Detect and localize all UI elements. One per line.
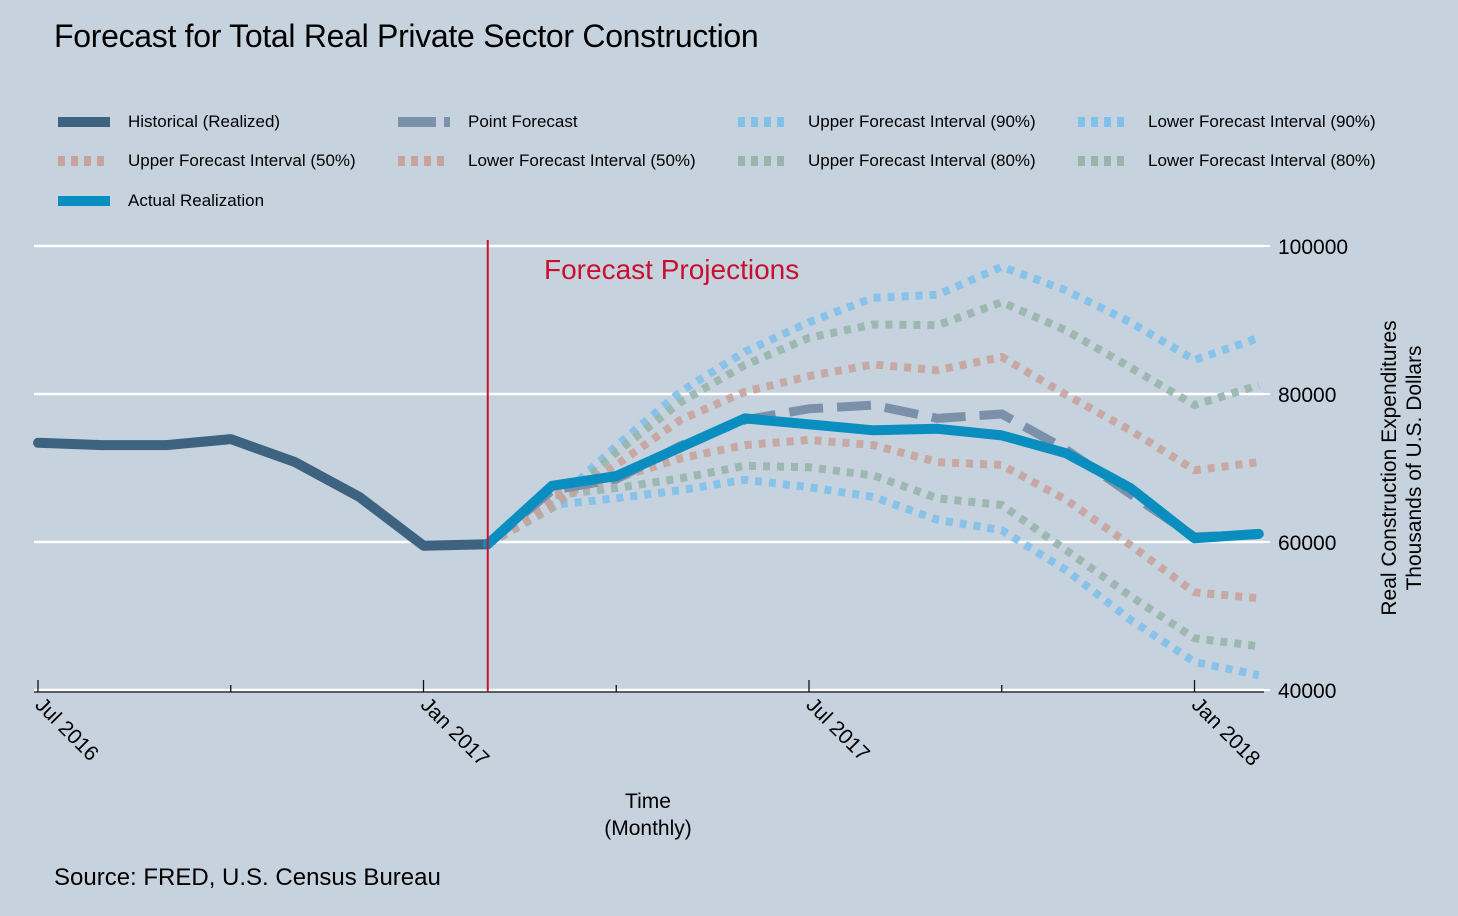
legend-item: Lower Forecast Interval (80%)	[1078, 149, 1376, 173]
legend-swatch-icon	[398, 117, 450, 127]
legend-label: Lower Forecast Interval (80%)	[1148, 151, 1376, 170]
series-actual-realization	[482, 413, 1264, 550]
legend-swatch-icon	[398, 156, 444, 166]
legend-label: Upper Forecast Interval (90%)	[808, 112, 1036, 131]
series-lower-forecast-interval-90	[485, 475, 1260, 680]
forecast-projections-label: Forecast Projections	[544, 254, 799, 285]
legend-swatch-icon	[738, 117, 784, 127]
series-layer	[33, 262, 1264, 680]
legend-swatch-icon	[1078, 117, 1124, 127]
gridlines	[34, 244, 1264, 692]
legend-label: Lower Forecast Interval (90%)	[1148, 112, 1376, 131]
y-tick-label: 80000	[1278, 384, 1336, 407]
x-tick-labels: Jul 2016 Jan 2017 Jul 2017 Jan 2018	[30, 693, 1264, 770]
legend-label: Upper Forecast Interval (80%)	[808, 151, 1036, 170]
legend-item: Lower Forecast Interval (50%)	[398, 149, 696, 173]
source-note: Source: FRED, U.S. Census Bureau	[54, 864, 441, 891]
y-axis-title-line1: Real Construction Expenditures	[1378, 320, 1401, 615]
y-tick-label: 40000	[1278, 680, 1336, 703]
legend-swatch-icon	[738, 156, 784, 166]
legend-swatch-icon	[58, 156, 104, 166]
x-tick-label: Jul 2016	[30, 693, 102, 765]
x-tick-label: Jan 2017	[416, 693, 493, 770]
y-tick-labels: 40000 60000 80000 100000	[1278, 236, 1348, 703]
legend-item: Upper Forecast Interval (80%)	[738, 149, 1036, 173]
series-lower-forecast-interval-50	[485, 435, 1260, 603]
legend-swatch-icon	[1078, 156, 1124, 166]
series-upper-forecast-interval-50	[485, 353, 1260, 548]
series-historical-realized	[33, 434, 493, 551]
legend-swatch-icon	[58, 196, 110, 206]
legend-item: Upper Forecast Interval (50%)	[58, 149, 356, 173]
x-tick-label: Jul 2017	[801, 693, 873, 765]
legend-label: Actual Realization	[128, 191, 265, 210]
x-axis-title-line2: (Monthly)	[604, 817, 692, 840]
legend-label: Upper Forecast Interval (50%)	[128, 151, 356, 170]
series-upper-forecast-interval-80	[485, 298, 1260, 548]
y-axis-title-line2: Thousands of U.S. Dollars	[1403, 345, 1426, 590]
legend-label: Historical (Realized)	[128, 112, 281, 131]
axes	[34, 245, 1270, 693]
legend-item: Actual Realization	[58, 189, 264, 213]
y-tick-label: 60000	[1278, 532, 1336, 555]
legend-item: Point Forecast	[398, 110, 578, 134]
x-axis-title-line1: Time	[625, 790, 671, 813]
legend-item: Historical (Realized)	[58, 110, 280, 134]
legend-label: Point Forecast	[468, 112, 578, 131]
legend-label: Lower Forecast Interval (50%)	[468, 151, 696, 170]
y-tick-label: 100000	[1278, 236, 1348, 259]
x-tick-label: Jan 2018	[1187, 693, 1264, 770]
legend-item: Upper Forecast Interval (90%)	[738, 110, 1036, 134]
chart-title: Forecast for Total Real Private Sector C…	[54, 18, 759, 54]
series-lower-forecast-interval-80	[485, 461, 1260, 651]
legend-swatch-icon	[58, 117, 110, 127]
legend-item: Lower Forecast Interval (90%)	[1078, 110, 1376, 134]
